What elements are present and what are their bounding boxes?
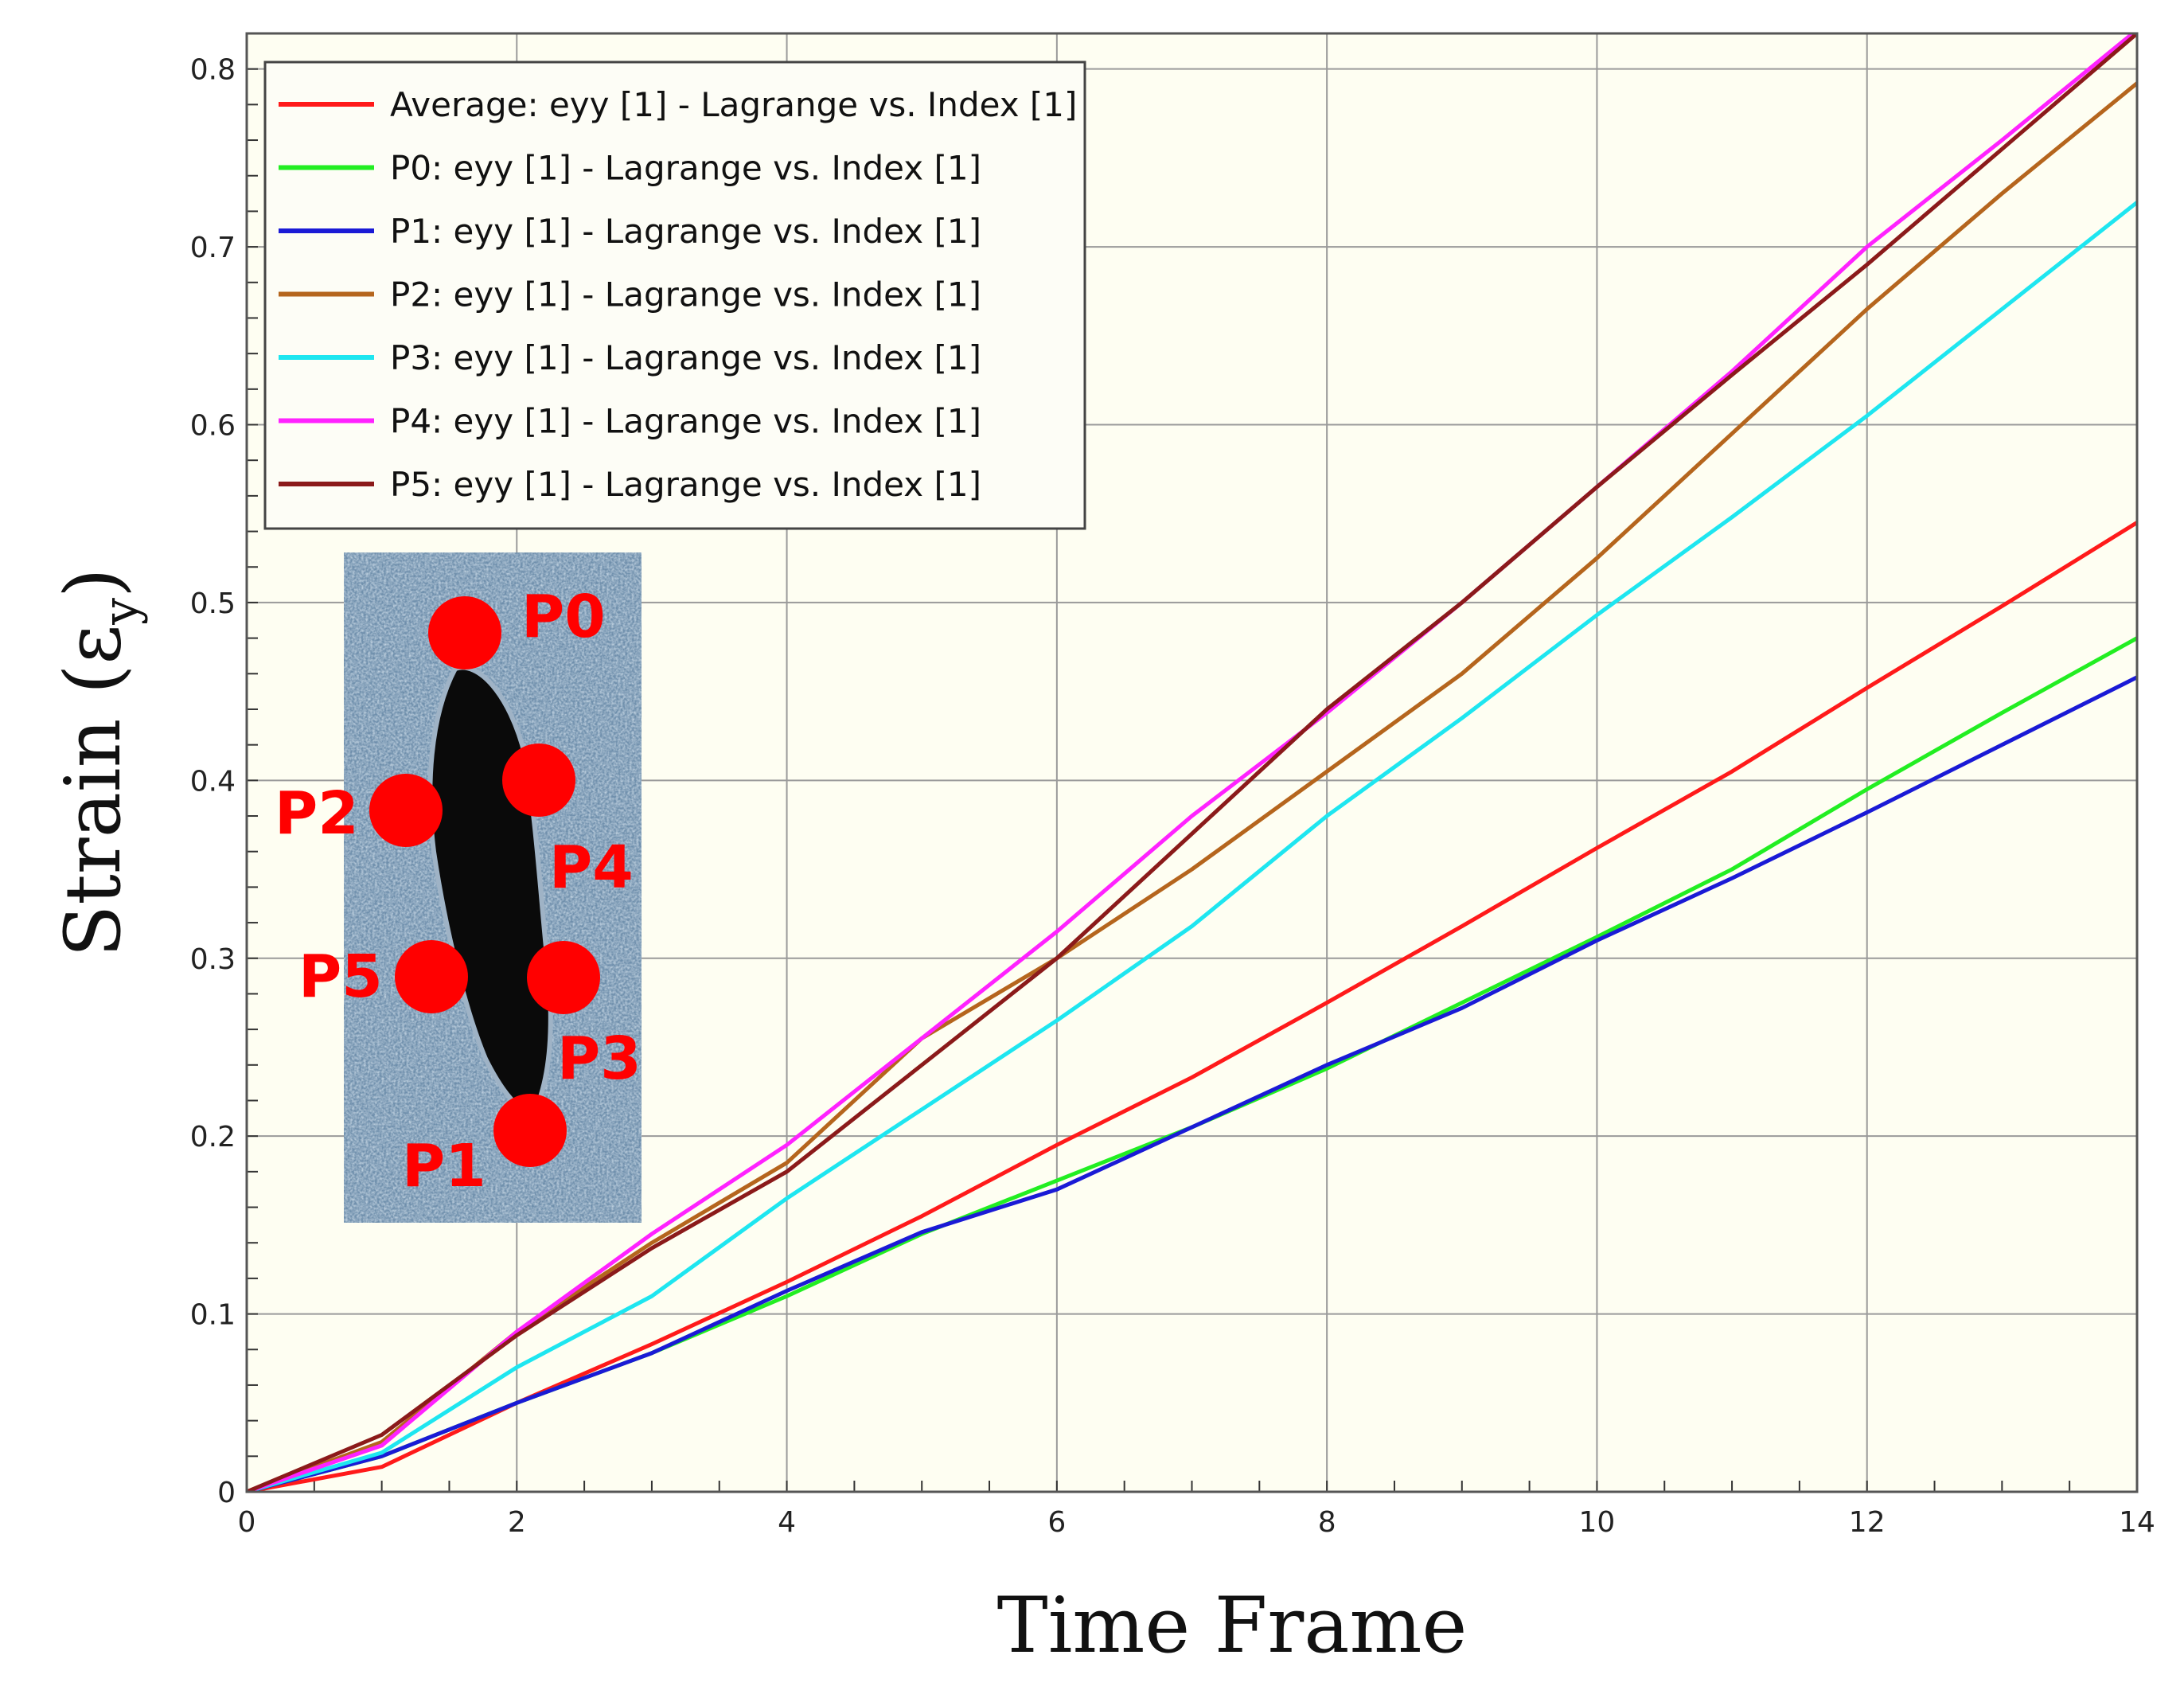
y-tick-label: 0.1 (190, 1299, 236, 1332)
series-line-4 (247, 200, 2137, 1492)
y-axis-title-close: ) (49, 568, 138, 597)
series-line-2 (247, 675, 2137, 1492)
x-tick-label: 12 (1849, 1506, 1886, 1539)
y-tick-label: 0.3 (190, 943, 236, 976)
marker-dot-p5 (395, 940, 468, 1013)
marker-label-p4: P4 (549, 833, 634, 902)
legend-label: P3: eyy [1] - Lagrange vs. Index [1] (390, 338, 981, 377)
y-tick-label: 0.5 (190, 587, 236, 620)
series-line-6 (247, 33, 2137, 1492)
x-tick-label: 4 (778, 1506, 796, 1539)
marker-dot-p3 (527, 941, 600, 1014)
marker-label-p5: P5 (298, 943, 383, 1011)
series-layer (247, 33, 2137, 1492)
plot-frame (245, 32, 2139, 1493)
y-tick-label: 0.6 (190, 410, 236, 443)
legend: Average: eyy [1] - Lagrange vs. Index [1… (263, 60, 1086, 530)
legend-label: P0: eyy [1] - Lagrange vs. Index [1] (390, 149, 981, 188)
inset-specimen-photo: P0 P1 P2 P3 P4 P5 (275, 552, 642, 1223)
legend-label: P1: eyy [1] - Lagrange vs. Index [1] (390, 212, 981, 251)
marker-label-p0: P0 (521, 583, 606, 651)
marker-dot-p0 (428, 596, 501, 669)
legend-box (263, 60, 1086, 530)
y-tick-label: 0.8 (190, 54, 236, 87)
marker-label-p1: P1 (402, 1132, 486, 1200)
marker-dot-p1 (493, 1094, 567, 1167)
x-axis-title: Time Frame (997, 1581, 1468, 1670)
legend-label: P5: eyy [1] - Lagrange vs. Index [1] (390, 465, 981, 504)
marker-dot-p4 (502, 744, 575, 817)
x-tick-label: 2 (508, 1506, 526, 1539)
minor-ticks (246, 33, 2138, 1493)
legend-label: Average: eyy [1] - Lagrange vs. Index [1… (390, 85, 1077, 124)
legend-label: P2: eyy [1] - Lagrange vs. Index [1] (390, 275, 981, 314)
y-axis-title-subscript: y (93, 598, 149, 626)
x-tick-label: 6 (1047, 1506, 1066, 1539)
x-tick-label: 14 (2119, 1506, 2155, 1539)
y-tick-labels: 0 0.1 0.2 0.3 0.4 0.5 0.6 0.7 0.8 (190, 54, 236, 1509)
y-axis-title: Strain (εy) (49, 568, 149, 957)
y-axis-title-main: Strain (ε (49, 625, 138, 958)
series-line-0 (247, 520, 2137, 1492)
series-line-5 (247, 33, 2136, 1492)
y-tick-label: 0.2 (190, 1121, 236, 1153)
marker-label-p3: P3 (557, 1025, 642, 1093)
y-tick-label: 0.4 (190, 765, 236, 798)
y-tick-label: 0.7 (190, 232, 236, 264)
x-tick-label: 0 (238, 1506, 256, 1539)
x-tick-labels: 0 2 4 6 8 10 12 14 (238, 1506, 2155, 1539)
x-tick-label: 8 (1318, 1506, 1336, 1539)
series-line-3 (247, 81, 2137, 1492)
legend-label: P4: eyy [1] - Lagrange vs. Index [1] (390, 402, 981, 441)
x-tick-label: 10 (1579, 1506, 1616, 1539)
marker-dot-p2 (369, 774, 443, 847)
y-tick-label: 0 (217, 1477, 236, 1509)
marker-label-p2: P2 (275, 779, 359, 848)
